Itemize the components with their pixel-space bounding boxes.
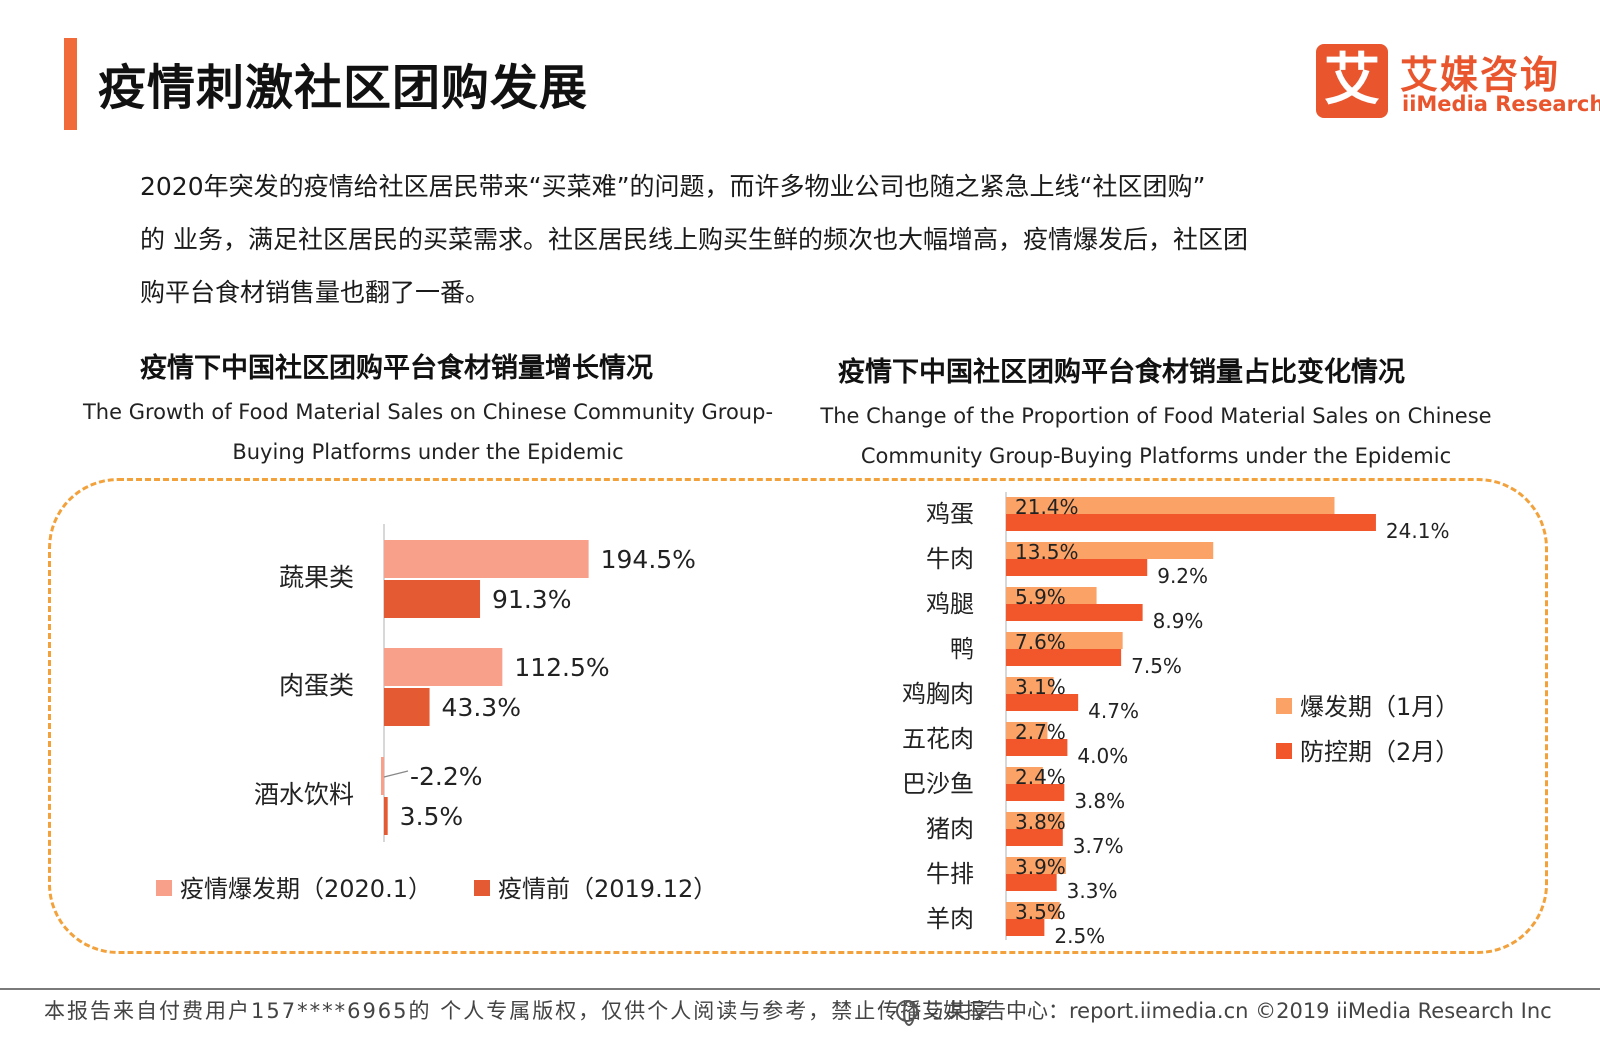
bar-outbreak: [384, 648, 503, 686]
intro-line: 2020年突发的疫情给社区居民带来“买菜难”的问题，而许多物业公司也随之紧急上线…: [140, 172, 1206, 201]
leader-line: [383, 770, 409, 778]
data-label: 4.0%: [1077, 744, 1128, 768]
category-label: 鸡腿: [926, 590, 974, 618]
page-title: 疫情刺激社区团购发展: [98, 60, 589, 116]
legend-swatch: [156, 880, 172, 896]
bar-control: [1006, 694, 1079, 711]
data-label: 2.4%: [1015, 765, 1066, 789]
intro-line: 的 业务，满足社区居民的买菜需求。社区居民线上购买生鲜的频次也大幅增高，疫情爆发…: [140, 225, 1248, 254]
globe-icon: [896, 1000, 918, 1026]
bar-control: [1006, 649, 1122, 666]
data-label: 194.5%: [601, 545, 696, 574]
footer-divider: [0, 988, 1600, 990]
legend-label: 防控期（2月）: [1300, 738, 1459, 766]
data-label: 112.5%: [514, 653, 609, 682]
footer-watermark: 本报告来自付费用户157****6965的 个人专属版权，仅供个人阅读与参考，禁…: [44, 999, 993, 1023]
title-accent-bar: [64, 38, 77, 130]
category-label: 牛肉: [926, 545, 974, 573]
data-label: 4.7%: [1088, 699, 1139, 723]
bar-outbreak: [1006, 857, 1066, 874]
data-label: 91.3%: [492, 585, 571, 614]
logo-cn-text: 艾媒咨询: [1400, 53, 1561, 97]
bar-pre-epidemic: [384, 688, 430, 726]
data-label: 9.2%: [1157, 564, 1208, 588]
bar-control: [1006, 739, 1068, 756]
data-label: 21.4%: [1015, 495, 1079, 519]
data-label: 3.3%: [1067, 879, 1118, 903]
data-label: 2.7%: [1015, 720, 1066, 744]
logo-en-text: iiMedia Research: [1402, 92, 1600, 116]
legend-swatch: [1276, 698, 1292, 714]
data-label: 43.3%: [442, 693, 521, 722]
category-label: 鸡蛋: [926, 500, 974, 528]
bar-outbreak: [381, 757, 384, 795]
bar-outbreak: [384, 540, 589, 578]
chart-frame: [48, 478, 1548, 954]
data-label: 3.9%: [1015, 855, 1066, 879]
bar-outbreak: [1006, 767, 1043, 784]
data-label: 2.5%: [1054, 924, 1105, 948]
data-label: 7.6%: [1015, 630, 1066, 654]
category-label: 羊肉: [926, 905, 974, 933]
category-label: 鸡胸肉: [902, 680, 974, 708]
data-label: 3.5%: [400, 802, 464, 831]
bar-outbreak: [1006, 497, 1335, 514]
brand-logo: 艾 艾媒咨询 iiMedia Research: [1316, 44, 1600, 120]
category-label: 五花肉: [902, 725, 974, 753]
intro-paragraph: 2020年突发的疫情给社区居民带来“买菜难”的问题，而许多物业公司也随之紧急上线…: [140, 160, 1480, 319]
legend-label: 疫情前（2019.12）: [498, 875, 717, 903]
data-label: 5.9%: [1015, 585, 1066, 609]
right-chart-subtitle: The Change of the Proportion of Food Mat…: [820, 404, 1492, 468]
category-label: 牛排: [926, 860, 974, 888]
legend-label: 爆发期（1月）: [1300, 693, 1459, 721]
left-bar-chart: 蔬果类 194.5% 91.3% 肉蛋类 112.5% 43.3% 酒水饮料 -2.2% 3.5…: [156, 524, 717, 903]
data-label: 3.1%: [1015, 675, 1066, 699]
legend-label: 疫情爆发期（2020.1）: [180, 875, 432, 903]
data-label: 3.8%: [1074, 789, 1125, 813]
bar-control: [1006, 919, 1045, 936]
bar-control: [1006, 874, 1057, 891]
bar-outbreak: [1006, 812, 1065, 829]
footer-source: 艾媒报告中心：report.iimedia.cn ©2019 iiMedia R…: [896, 995, 1552, 1026]
data-label: 7.5%: [1131, 654, 1182, 678]
right-bar-chart: 鸡蛋 21.4% 24.1% 牛肉 13.5% 9.2% 鸡腿 5.9% 8.9% 鸭 7.6% 7.…: [902, 492, 1459, 948]
data-label: -2.2%: [410, 762, 483, 791]
data-label: 8.9%: [1153, 609, 1204, 633]
bar-outbreak: [1006, 902, 1060, 919]
category-label: 肉蛋类: [279, 671, 354, 700]
bar-control: [1006, 559, 1148, 576]
legend-swatch: [1276, 743, 1292, 759]
category-label: 蔬果类: [279, 563, 354, 592]
legend-swatch: [474, 880, 490, 896]
bar-control: [1006, 604, 1143, 621]
bar-outbreak: [1006, 632, 1123, 649]
right-chart-title: 疫情下中国社区团购平台食材销量占比变化情况: [838, 357, 1405, 388]
category-label: 鸭: [950, 635, 974, 663]
bar-control: [1006, 784, 1065, 801]
bar-outbreak: [1006, 677, 1054, 694]
category-label: 猪肉: [926, 815, 974, 843]
bar-control: [1006, 514, 1376, 531]
bar-pre-epidemic: [384, 797, 388, 835]
bar-outbreak: [1006, 587, 1097, 604]
data-label: 13.5%: [1015, 540, 1079, 564]
category-label: 酒水饮料: [254, 780, 354, 809]
bar-outbreak: [1006, 542, 1214, 559]
category-label: 巴沙鱼: [902, 770, 974, 798]
logo-mark-icon: 艾: [1316, 44, 1388, 118]
bar-pre-epidemic: [384, 580, 481, 618]
data-label: 3.7%: [1073, 834, 1124, 858]
left-chart-title: 疫情下中国社区团购平台食材销量增长情况: [140, 353, 653, 384]
bar-control: [1006, 829, 1063, 846]
data-label: 3.8%: [1015, 810, 1066, 834]
intro-line: 购平台食材销售量也翻了一番。: [140, 278, 491, 307]
data-label: 3.5%: [1015, 900, 1066, 924]
left-chart-subtitle: The Growth of Food Material Sales on Chi…: [82, 400, 774, 464]
data-label: 24.1%: [1386, 519, 1450, 543]
bar-outbreak: [1006, 722, 1048, 739]
